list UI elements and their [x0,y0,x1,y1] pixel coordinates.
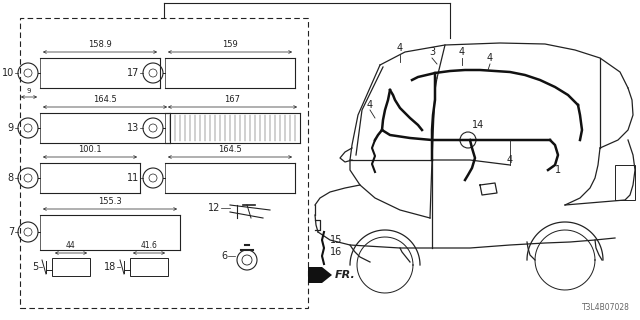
Text: 17: 17 [127,68,139,78]
Text: 6: 6 [221,251,227,261]
Text: 14: 14 [472,120,484,130]
Text: 16: 16 [330,247,342,257]
Text: 9: 9 [8,123,14,133]
Bar [615,165,635,200]
Text: 8: 8 [8,173,14,183]
Text: 159: 159 [222,40,238,49]
Text: 12: 12 [207,203,220,213]
Text: 44: 44 [66,241,76,250]
Text: 9: 9 [27,88,31,94]
Text: 5: 5 [32,262,38,272]
Text: T3L4B07028: T3L4B07028 [582,303,630,312]
Text: 7: 7 [8,227,14,237]
Text: 15: 15 [330,235,342,245]
Polygon shape [308,267,332,283]
Text: 164.5: 164.5 [218,145,242,154]
Text: 4: 4 [459,47,465,57]
Text: 4: 4 [507,155,513,165]
Bar [130,258,168,276]
Bar [20,18,308,308]
Text: 4: 4 [367,100,373,110]
Text: 10: 10 [2,68,14,78]
Text: 155.3: 155.3 [98,197,122,206]
Bar [52,258,90,276]
Text: 41.6: 41.6 [141,241,157,250]
Text: 1: 1 [555,165,561,175]
Text: FR.: FR. [335,270,356,280]
Text: 158.9: 158.9 [88,40,112,49]
Text: 167: 167 [225,95,241,104]
Text: 18: 18 [104,262,116,272]
Text: 11: 11 [127,173,139,183]
Text: 164.5: 164.5 [93,95,117,104]
Text: 4: 4 [487,53,493,63]
Text: 4: 4 [397,43,403,53]
Text: 3: 3 [429,47,435,57]
Text: 100.1: 100.1 [78,145,102,154]
Text: 13: 13 [127,123,139,133]
